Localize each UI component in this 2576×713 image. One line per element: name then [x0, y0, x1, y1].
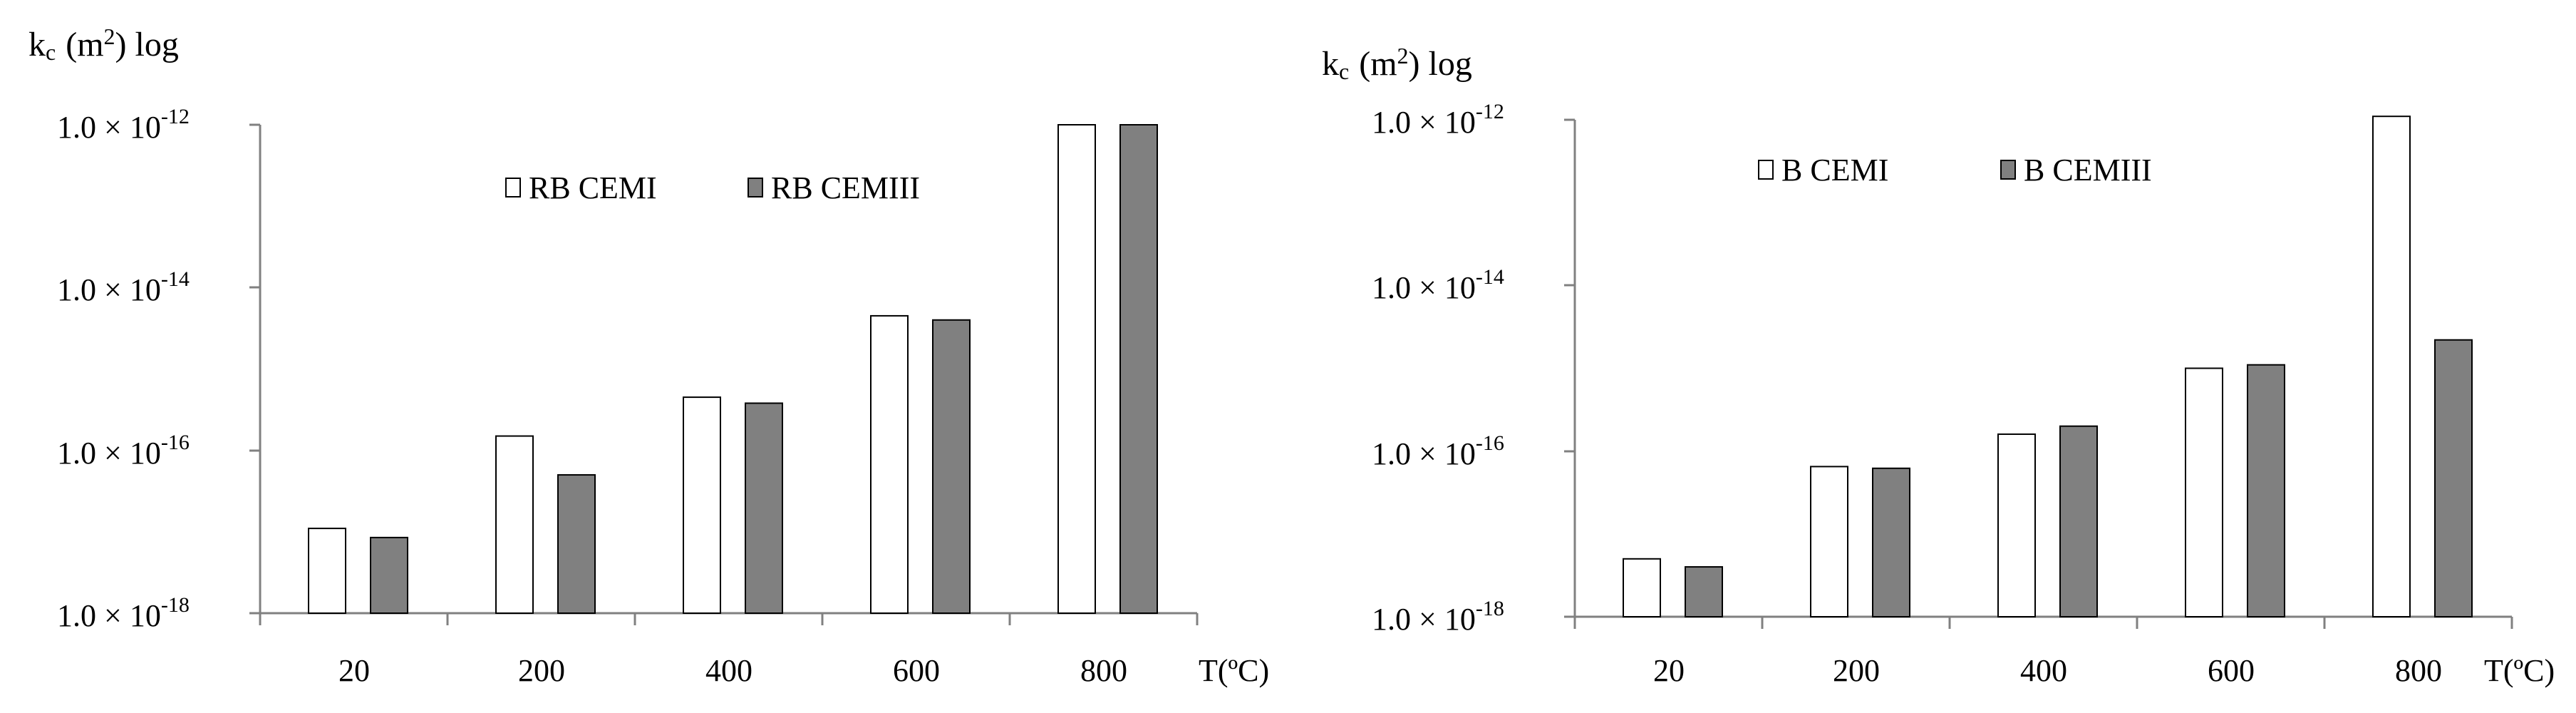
left-x-tick-2: 400 — [705, 653, 752, 688]
left-bar-s0-20 — [308, 528, 346, 614]
svg-text:1.0 × 10-12: 1.0 × 10-12 — [57, 105, 190, 145]
right-chart: kc (m2) log 1.0 × 10-18 1.0 × 10-16 1.0 ×… — [1322, 43, 2555, 688]
left-bar-s1-600 — [932, 319, 971, 614]
left-bar-s1-800 — [1119, 124, 1158, 614]
right-bars — [1623, 116, 2473, 618]
left-bar-s0-800 — [1057, 124, 1096, 614]
left-legend-label-0: RB CEMI — [529, 170, 657, 205]
svg-text:1.0 × 10-18: 1.0 × 10-18 — [1372, 597, 1504, 637]
left-chart: kc (m2) log 1.0 × 10-18 1.0 × 10-16 1.0 ×… — [29, 24, 1269, 688]
left-x-tick-1: 200 — [518, 653, 565, 688]
left-bar-s0-200 — [495, 435, 534, 615]
svg-text:1.0 × 10-16: 1.0 × 10-16 — [1372, 431, 1504, 471]
right-bar-s0-600 — [2185, 367, 2223, 617]
left-y-tick-3: 1.0 × 10-12 — [57, 105, 260, 145]
left-y-tick-1: 1.0 × 10-16 — [57, 431, 260, 471]
left-legend: RB CEMI RB CEMIII — [505, 170, 920, 205]
right-bar-s0-800 — [2372, 116, 2411, 618]
right-y-axis-title: kc (m2) log — [1322, 43, 1472, 84]
right-legend-swatch-1 — [2000, 160, 2016, 180]
left-y-ticks: 1.0 × 10-18 1.0 × 10-16 1.0 × 10-14 1.0 … — [57, 105, 260, 633]
left-x-axis-title: T(ºC) — [1199, 653, 1269, 688]
right-y-ticks: 1.0 × 10-18 1.0 × 10-16 1.0 × 10-14 1.0 … — [1372, 100, 1575, 637]
right-y-tick-0: 1.0 × 10-18 — [1372, 597, 1575, 637]
right-y-tick-2: 1.0 × 10-14 — [1372, 265, 1575, 305]
left-legend-swatch-1 — [748, 178, 763, 198]
right-x-ticks: 20 200 400 600 800 — [1573, 617, 2513, 688]
left-y-tick-2: 1.0 × 10-14 — [57, 267, 260, 307]
right-bar-s1-800 — [2434, 339, 2473, 617]
left-y-tick-0: 1.0 × 10-18 — [57, 593, 260, 633]
right-bar-s0-400 — [1997, 433, 2036, 617]
right-bar-s1-200 — [1872, 467, 1910, 617]
right-y-tick-3: 1.0 × 10-12 — [1372, 100, 1575, 140]
left-x-tick-3: 600 — [893, 653, 940, 688]
svg-text:1.0 × 10-18: 1.0 × 10-18 — [57, 593, 190, 633]
right-x-axis-title: T(ºC) — [2484, 653, 2555, 688]
right-x-tick-4: 800 — [2395, 653, 2442, 688]
right-bar-s0-20 — [1623, 558, 1661, 617]
svg-text:1.0 × 10-16: 1.0 × 10-16 — [57, 431, 190, 471]
left-bar-s1-200 — [557, 474, 596, 614]
right-legend-swatch-0 — [1758, 160, 1774, 180]
left-bar-s1-20 — [370, 536, 408, 615]
right-bar-s1-400 — [2059, 425, 2098, 617]
left-x-tick-4: 800 — [1080, 653, 1127, 688]
left-bars — [308, 124, 1158, 615]
right-x-tick-2: 400 — [2020, 653, 2067, 688]
svg-text:1.0 × 10-12: 1.0 × 10-12 — [1372, 100, 1504, 140]
left-bar-s0-600 — [870, 314, 909, 614]
left-x-ticks: 20 200 400 600 800 — [259, 613, 1199, 688]
right-x-tick-0: 20 — [1653, 653, 1685, 688]
right-y-tick-1: 1.0 × 10-16 — [1372, 431, 1575, 471]
left-x-tick-0: 20 — [338, 653, 370, 688]
right-x-tick-1: 200 — [1833, 653, 1880, 688]
left-bar-s1-400 — [745, 402, 783, 615]
right-bar-s1-20 — [1685, 566, 1723, 617]
svg-text:1.0 × 10-14: 1.0 × 10-14 — [1372, 265, 1504, 305]
left-bar-s0-400 — [683, 396, 721, 614]
right-legend: B CEMI B CEMIII — [1758, 153, 2152, 188]
right-bar-s1-600 — [2247, 364, 2285, 617]
left-legend-swatch-0 — [505, 178, 521, 198]
right-x-tick-3: 600 — [2208, 653, 2255, 688]
right-bar-s0-200 — [1810, 466, 1848, 617]
right-legend-label-1: B CEMIII — [2024, 153, 2152, 188]
left-legend-label-1: RB CEMIII — [771, 170, 920, 205]
svg-text:1.0 × 10-14: 1.0 × 10-14 — [57, 267, 190, 307]
right-legend-label-0: B CEMI — [1781, 153, 1888, 188]
left-y-axis-title: kc (m2) log — [29, 24, 179, 65]
